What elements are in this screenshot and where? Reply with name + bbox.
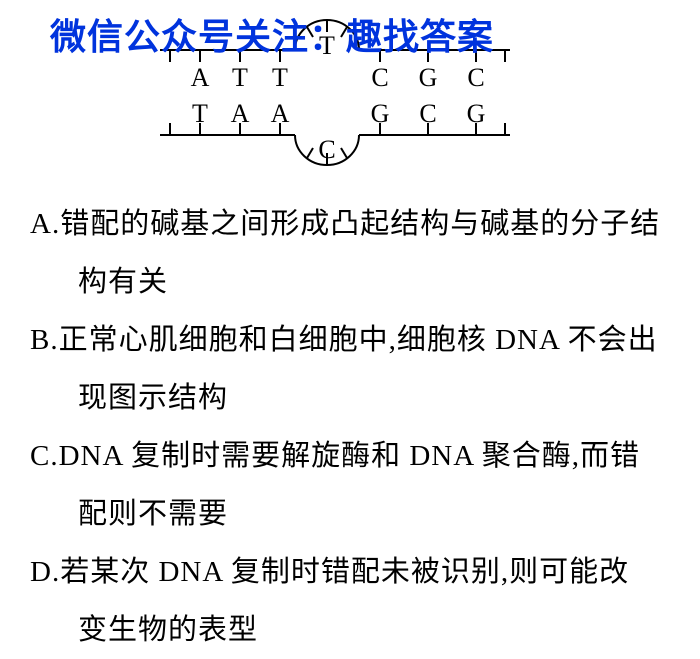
top-base-4: C — [371, 63, 388, 92]
option-c-cont: 配则不需要 — [30, 485, 680, 543]
option-b-line1: 正常心肌细胞和白细胞中,细胞核 DNA 不会出 — [59, 324, 658, 356]
option-c-line2: 配则不需要 — [78, 498, 228, 530]
top-base-5: G — [419, 63, 438, 92]
option-d-line1: 若某次 DNA 复制时错配未被识别,则可能改 — [60, 556, 629, 588]
options-list: A.错配的碱基之间形成凸起结构与碱基的分子结 构有关 B.正常心肌细胞和白细胞中… — [30, 195, 680, 659]
option-a-line2: 构有关 — [78, 266, 168, 298]
top-base-0: A — [191, 63, 210, 92]
option-a-line1: 错配的碱基之间形成凸起结构与碱基的分子结 — [60, 208, 660, 240]
top-base-6: C — [467, 63, 484, 92]
top-base-1: T — [232, 63, 248, 92]
option-d-cont: 变生物的表型 — [30, 601, 680, 659]
option-d-line2: 变生物的表型 — [78, 614, 258, 646]
option-c-line1: DNA 复制时需要解旋酶和 DNA 聚合酶,而错 — [59, 440, 640, 472]
option-a-label: A. — [30, 208, 60, 240]
option-a: A.错配的碱基之间形成凸起结构与碱基的分子结 — [30, 195, 680, 253]
option-b: B.正常心肌细胞和白细胞中,细胞核 DNA 不会出 — [30, 311, 680, 369]
option-b-line2: 现图示结构 — [78, 382, 228, 414]
option-d-label: D. — [30, 556, 60, 588]
option-d: D.若某次 DNA 复制时错配未被识别,则可能改 — [30, 543, 680, 601]
watermark-text: 微信公众号关注：趣找答案 — [50, 8, 494, 60]
option-b-cont: 现图示结构 — [30, 369, 680, 427]
option-c: C.DNA 复制时需要解旋酶和 DNA 聚合酶,而错 — [30, 427, 680, 485]
option-c-label: C. — [30, 440, 59, 472]
option-a-cont: 构有关 — [30, 253, 680, 311]
top-base-2: T — [272, 63, 288, 92]
option-b-label: B. — [30, 324, 59, 356]
